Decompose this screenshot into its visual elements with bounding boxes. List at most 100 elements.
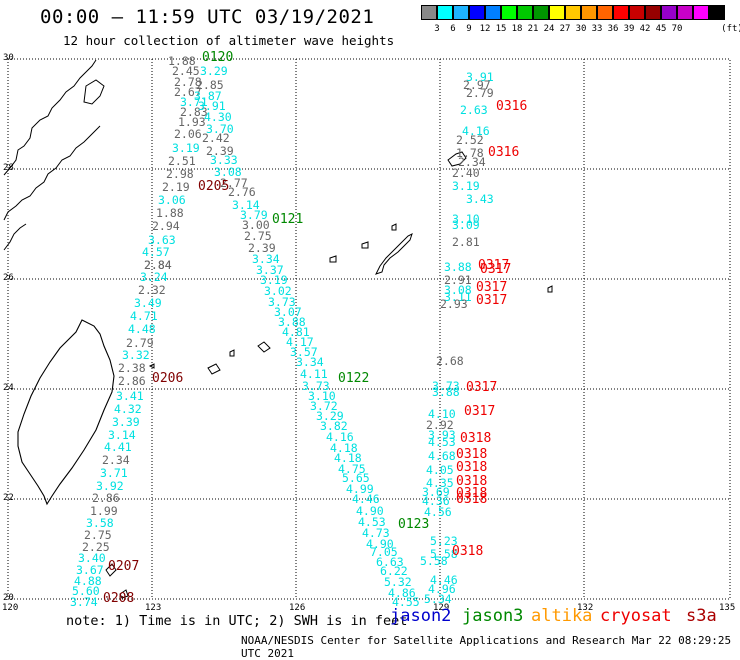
wave-height-value: 1.88: [156, 206, 184, 220]
wave-height-value: 6.22: [380, 564, 408, 578]
pass-time-label: 0318: [456, 447, 488, 462]
scale-swatch: [661, 5, 677, 20]
wave-height-value: 3.06: [158, 193, 186, 207]
scale-swatch: [581, 5, 597, 20]
wave-height-value: 2.91: [444, 273, 472, 287]
wave-height-value: 4.48: [128, 322, 156, 336]
wave-height-value: 3.10: [452, 212, 480, 226]
scale-label: 30: [575, 24, 587, 34]
wave-height-value: 3.91: [198, 99, 226, 113]
wave-height-value: 3.19: [452, 179, 480, 193]
wave-height-value: 2.79: [466, 86, 494, 100]
pass-time-label: 0317: [476, 293, 508, 308]
wave-height-value: 3.79: [240, 208, 268, 222]
wave-height-value: 4.18: [334, 451, 362, 465]
scale-label: 27: [559, 24, 571, 34]
wave-height-value: 2.83: [180, 105, 208, 119]
wave-height-value: 2.34: [102, 453, 130, 467]
wave-height-value: 3.09: [452, 218, 480, 232]
wave-height-value: 4.41: [104, 440, 132, 454]
pass-time-label: 0317: [464, 404, 496, 419]
pass-time-label: 0316: [496, 99, 528, 114]
scale-swatch: [613, 5, 629, 20]
wave-height-value: 3.19: [260, 273, 288, 287]
wave-height-value: 2.86: [92, 491, 120, 505]
wave-height-value: 3.73: [302, 379, 330, 393]
wave-height-value: 3.29: [316, 409, 344, 423]
lon-label-132: 132: [577, 603, 594, 613]
wave-height-value: 5.65: [342, 471, 370, 485]
pass-time-label: 0120: [202, 50, 234, 65]
wave-height-value: 4.32: [114, 402, 142, 416]
wave-height-value: 3.29: [200, 64, 228, 78]
wave-height-value: 3.40: [78, 551, 106, 565]
scale-label: 3: [434, 24, 440, 34]
pass-time-label: 0318: [456, 474, 488, 489]
wave-height-value: 3.72: [310, 399, 338, 413]
pass-time-label: 0208: [103, 591, 135, 606]
scale-swatch: [709, 5, 725, 20]
wave-height-value: 3.58: [86, 516, 114, 530]
lat-label-28: 28: [3, 163, 14, 173]
wave-height-value: 3.39: [112, 415, 140, 429]
scale-swatch: [693, 5, 709, 20]
wave-height-value: 7.05: [370, 545, 398, 559]
wave-height-value: 4.73: [362, 526, 390, 540]
taiwan-coastline: [17, 319, 115, 506]
wave-height-value: 4.90: [356, 504, 384, 518]
wave-height-value: 2.98: [166, 167, 194, 181]
scale-swatch: [565, 5, 581, 20]
wave-height-value: 3.11: [444, 290, 472, 304]
lon-label-126: 126: [289, 603, 306, 613]
lon-label-123: 123: [145, 603, 162, 613]
wave-height-value: 1.88: [168, 54, 196, 68]
wave-height-value: 3.73: [268, 295, 296, 309]
wave-height-value: 4.96: [428, 582, 456, 596]
wave-height-value: 5.60: [72, 584, 100, 598]
wave-height-value: 4.55: [392, 595, 420, 609]
wave-height-value: 3.08: [444, 283, 472, 297]
wave-height-value: 2.76: [228, 185, 256, 199]
wave-height-value: 2.34: [458, 155, 486, 169]
wave-height-value: 4.75: [338, 462, 366, 476]
wave-height-value: 4.11: [300, 367, 328, 381]
wave-height-value: 4.53: [358, 515, 386, 529]
wave-height-value: 4.90: [366, 537, 394, 551]
wave-height-value: 2.75: [244, 229, 272, 243]
pass-time-label: 0316: [488, 145, 520, 160]
pass-time-label: 0317: [480, 262, 512, 277]
wave-height-value: 2.86: [118, 374, 146, 388]
pass-time-label: 0318: [460, 431, 492, 446]
wave-height-value: 4.88: [74, 574, 102, 588]
wave-height-value: 2.84: [144, 258, 172, 272]
wave-height-value: 4.68: [428, 449, 456, 463]
japan-china-coastline: [3, 59, 553, 599]
wave-height-value: 2.77: [220, 176, 248, 190]
wave-height-value: 4.81: [282, 325, 310, 339]
wave-height-value: 3.07: [274, 305, 302, 319]
wave-height-value: 2.85: [196, 78, 224, 92]
wave-height-value: 2.94: [152, 219, 180, 233]
footer-credit: NOAA/NESDIS Center for Satellite Applica…: [241, 634, 732, 660]
scale-label: 18: [511, 24, 523, 34]
lon-label-129: 129: [433, 603, 450, 613]
scale-label: 9: [466, 24, 472, 34]
wave-height-value: 4.46: [352, 492, 380, 506]
pass-time-label: 0317: [478, 258, 510, 273]
wave-height-value: 2.84: [144, 258, 172, 272]
scale-swatch: [677, 5, 693, 20]
scale-label: 39: [623, 24, 635, 34]
wave-height-value: 2.92: [426, 418, 454, 432]
wave-height-value: 3.49: [134, 296, 162, 310]
lat-label-30: 30: [3, 53, 14, 63]
scale-label: 24: [543, 24, 555, 34]
wave-height-value: 2.06: [174, 127, 202, 141]
lat-label-22: 22: [3, 493, 14, 503]
legend-cryosat: cryosat: [600, 606, 672, 626]
pass-time-label: 0318: [456, 492, 488, 507]
scale-label: 33: [591, 24, 603, 34]
scale-swatch: [485, 5, 501, 20]
wave-height-value: 5.58: [430, 547, 458, 561]
wave-height-value: 2.75: [84, 528, 112, 542]
wave-height-value: 4.99: [346, 482, 374, 496]
